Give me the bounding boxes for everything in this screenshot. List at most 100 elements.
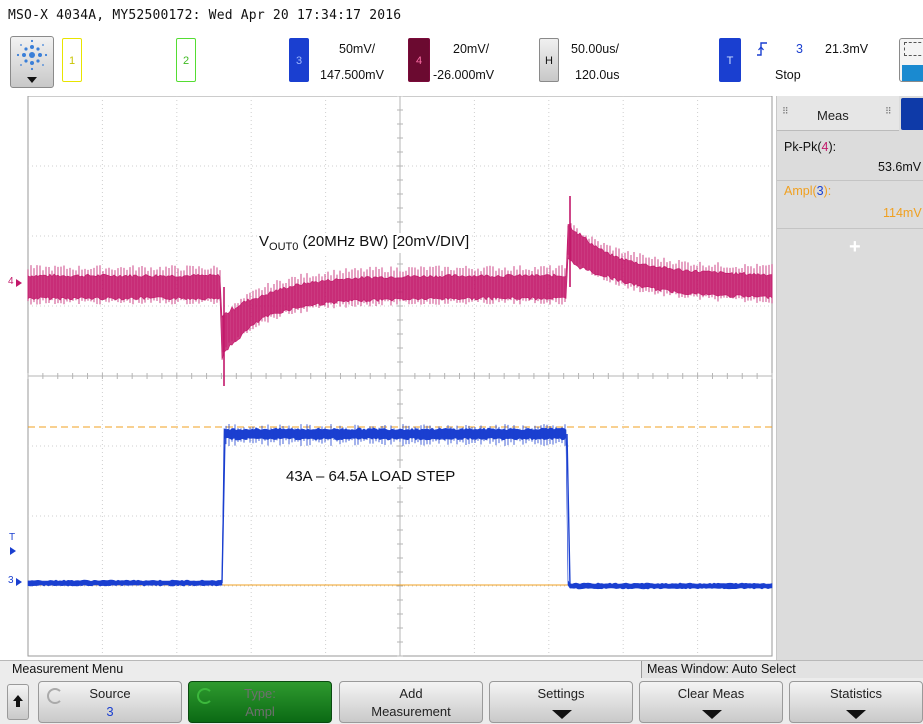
meas-tab-label: Meas (817, 108, 849, 123)
meas-label-suffix: ): (823, 184, 832, 198)
cursors-button[interactable] (899, 38, 923, 82)
meas-label-prefix: Ampl( (784, 184, 817, 198)
channel-3-scale: 50mV/ (339, 42, 376, 56)
channel-2-label: 2 (182, 55, 190, 67)
back-button[interactable] (7, 684, 29, 720)
trigger-button[interactable]: T (719, 38, 741, 82)
meas-value: 53.6mV (878, 160, 922, 174)
add-plus: + (849, 236, 861, 258)
ch3-ripple (225, 424, 566, 446)
type-softkey[interactable]: Type: Ampl (188, 681, 332, 723)
type-value: Ampl (245, 704, 275, 719)
trigger-level-arrow (10, 547, 16, 555)
meas-label: Ampl(3): (784, 184, 831, 198)
vout-sub: OUT0 (269, 241, 299, 253)
channel-3-label: 3 (295, 55, 303, 67)
trigger-level: 21.3mV (825, 42, 869, 56)
next-tab-icon[interactable] (901, 98, 923, 130)
submenu-arrow-icon (702, 710, 722, 719)
settings-label: Settings (537, 686, 585, 701)
ch4-ripple (27, 196, 773, 386)
waveform-graticule (0, 96, 776, 660)
horizontal-button[interactable]: H (539, 38, 559, 82)
submenu-arrow-icon (552, 710, 572, 719)
delta-cursor-icon (902, 65, 923, 81)
grip-dots-icon: ⠿ (782, 106, 789, 116)
meas-label-prefix: Pk-Pk( (784, 140, 822, 154)
source-label: Source (89, 686, 131, 701)
rotary-knob-icon (47, 688, 63, 704)
up-arrow-icon (13, 695, 23, 701)
run-state: Stop (775, 68, 801, 82)
trigger-level-marker: T (9, 532, 15, 543)
horizontal-label: H (545, 55, 553, 67)
channel-4-offset: -26.000mV (433, 68, 495, 82)
meas-item-ampl[interactable]: Ampl(3): 114mV (777, 182, 923, 229)
trigger-source: 3 (796, 42, 803, 56)
add-label: Add (399, 686, 423, 701)
vout-rest: (20MHz BW) [20mV/DIV] (298, 233, 470, 250)
measurement-panel: ⠿ Meas ⠿ Pk-Pk(4): 53.6mV Ampl(3): 114mV… (776, 96, 923, 660)
rising-edge-icon (757, 42, 767, 56)
load-step-annotation: 43A – 64.5A LOAD STEP (284, 468, 458, 485)
add-label-2: Measurement (371, 704, 451, 719)
clear-meas-label: Clear Meas (677, 686, 745, 701)
grid-lines (27, 96, 773, 657)
cursor-dashed-box-icon (904, 42, 923, 56)
title-bar: MSO-X 4034A, MY52500172: Wed Apr 20 17:3… (0, 0, 923, 32)
channel-3-button[interactable]: 3 (289, 38, 309, 82)
channel-4-label: 4 (415, 55, 423, 67)
channel-1-label: 1 (68, 55, 76, 67)
rotary-knob-icon (197, 688, 213, 704)
settings-softkey[interactable]: Settings (489, 681, 633, 723)
horizontal-scale: 50.00us/ (571, 42, 619, 56)
menu-title: Measurement Menu (12, 662, 124, 676)
ch3-marker-label: 3 (8, 575, 14, 586)
ch4-marker-label: 4 (8, 276, 14, 287)
channel-2-button[interactable]: 2 (176, 38, 196, 82)
add-measurement-icon[interactable]: + (777, 230, 923, 266)
grip-dots-icon: ⠿ (885, 106, 892, 116)
channel-4-scale: 20mV/ (453, 42, 490, 56)
source-softkey[interactable]: Source 3 (38, 681, 182, 723)
trigger-marker-label: T (9, 532, 16, 543)
meas-value: 114mV (883, 206, 922, 220)
meas-window-label: Meas Window: Auto Select (647, 662, 796, 676)
submenu-arrow-icon (846, 710, 866, 719)
ch3-step-edges (221, 433, 571, 587)
horizontal-delay: 120.0us (575, 68, 620, 82)
agilent-logo-button[interactable] (10, 36, 54, 88)
chevron-down-icon (27, 77, 37, 83)
statistics-label: Statistics (829, 686, 882, 701)
add-measurement-softkey[interactable]: Add Measurement (339, 681, 483, 723)
ch4-ground-arrow (16, 279, 22, 287)
channel-3-offset: 147.500mV (320, 68, 384, 82)
channel-toolbar: 1 2 3 50mV/ 147.500mV 4 20mV/ -26.000mV … (0, 32, 923, 106)
vout-annotation: VOUT0 (20MHz BW) [20mV/DIV] (257, 233, 472, 253)
ch3-noise-band (27, 427, 773, 590)
meas-label: Pk-Pk(4): (784, 140, 836, 154)
meas-tab[interactable]: ⠿ Meas ⠿ (777, 96, 899, 131)
vout-main: V (259, 233, 270, 250)
ch4-ground-marker: 4 (8, 276, 14, 287)
ch3-ground-marker: 3 (8, 575, 14, 586)
meas-window-selector[interactable]: Meas Window: Auto Select (641, 661, 923, 678)
window-title: MSO-X 4034A, MY52500172: Wed Apr 20 17:3… (8, 8, 402, 23)
menu-title-bar: Measurement Menu Meas Window: Auto Selec… (0, 660, 923, 678)
channel-4-button[interactable]: 4 (408, 38, 430, 82)
meas-label-suffix: ): (828, 140, 837, 154)
agilent-spark-icon (16, 39, 48, 71)
type-label: Type: (244, 686, 276, 701)
statistics-softkey[interactable]: Statistics (789, 681, 923, 723)
meas-channel: 4 (821, 140, 829, 154)
trigger-label: T (726, 55, 734, 67)
channel-1-button[interactable]: 1 (62, 38, 82, 82)
softkey-bar: Source 3 Type: Ampl Add Measurement Sett… (0, 678, 923, 724)
load-step-text: 43A – 64.5A LOAD STEP (286, 468, 456, 485)
source-value: 3 (106, 704, 114, 719)
ch3-ground-arrow (16, 578, 22, 586)
waveform-display[interactable]: 4 T 3 VOUT0 (20MHz BW) [20mV/DIV] 43A – … (0, 96, 776, 660)
up-arrow-stem (16, 701, 20, 707)
clear-meas-softkey[interactable]: Clear Meas (639, 681, 783, 723)
meas-item-pkpk[interactable]: Pk-Pk(4): 53.6mV (777, 134, 923, 181)
